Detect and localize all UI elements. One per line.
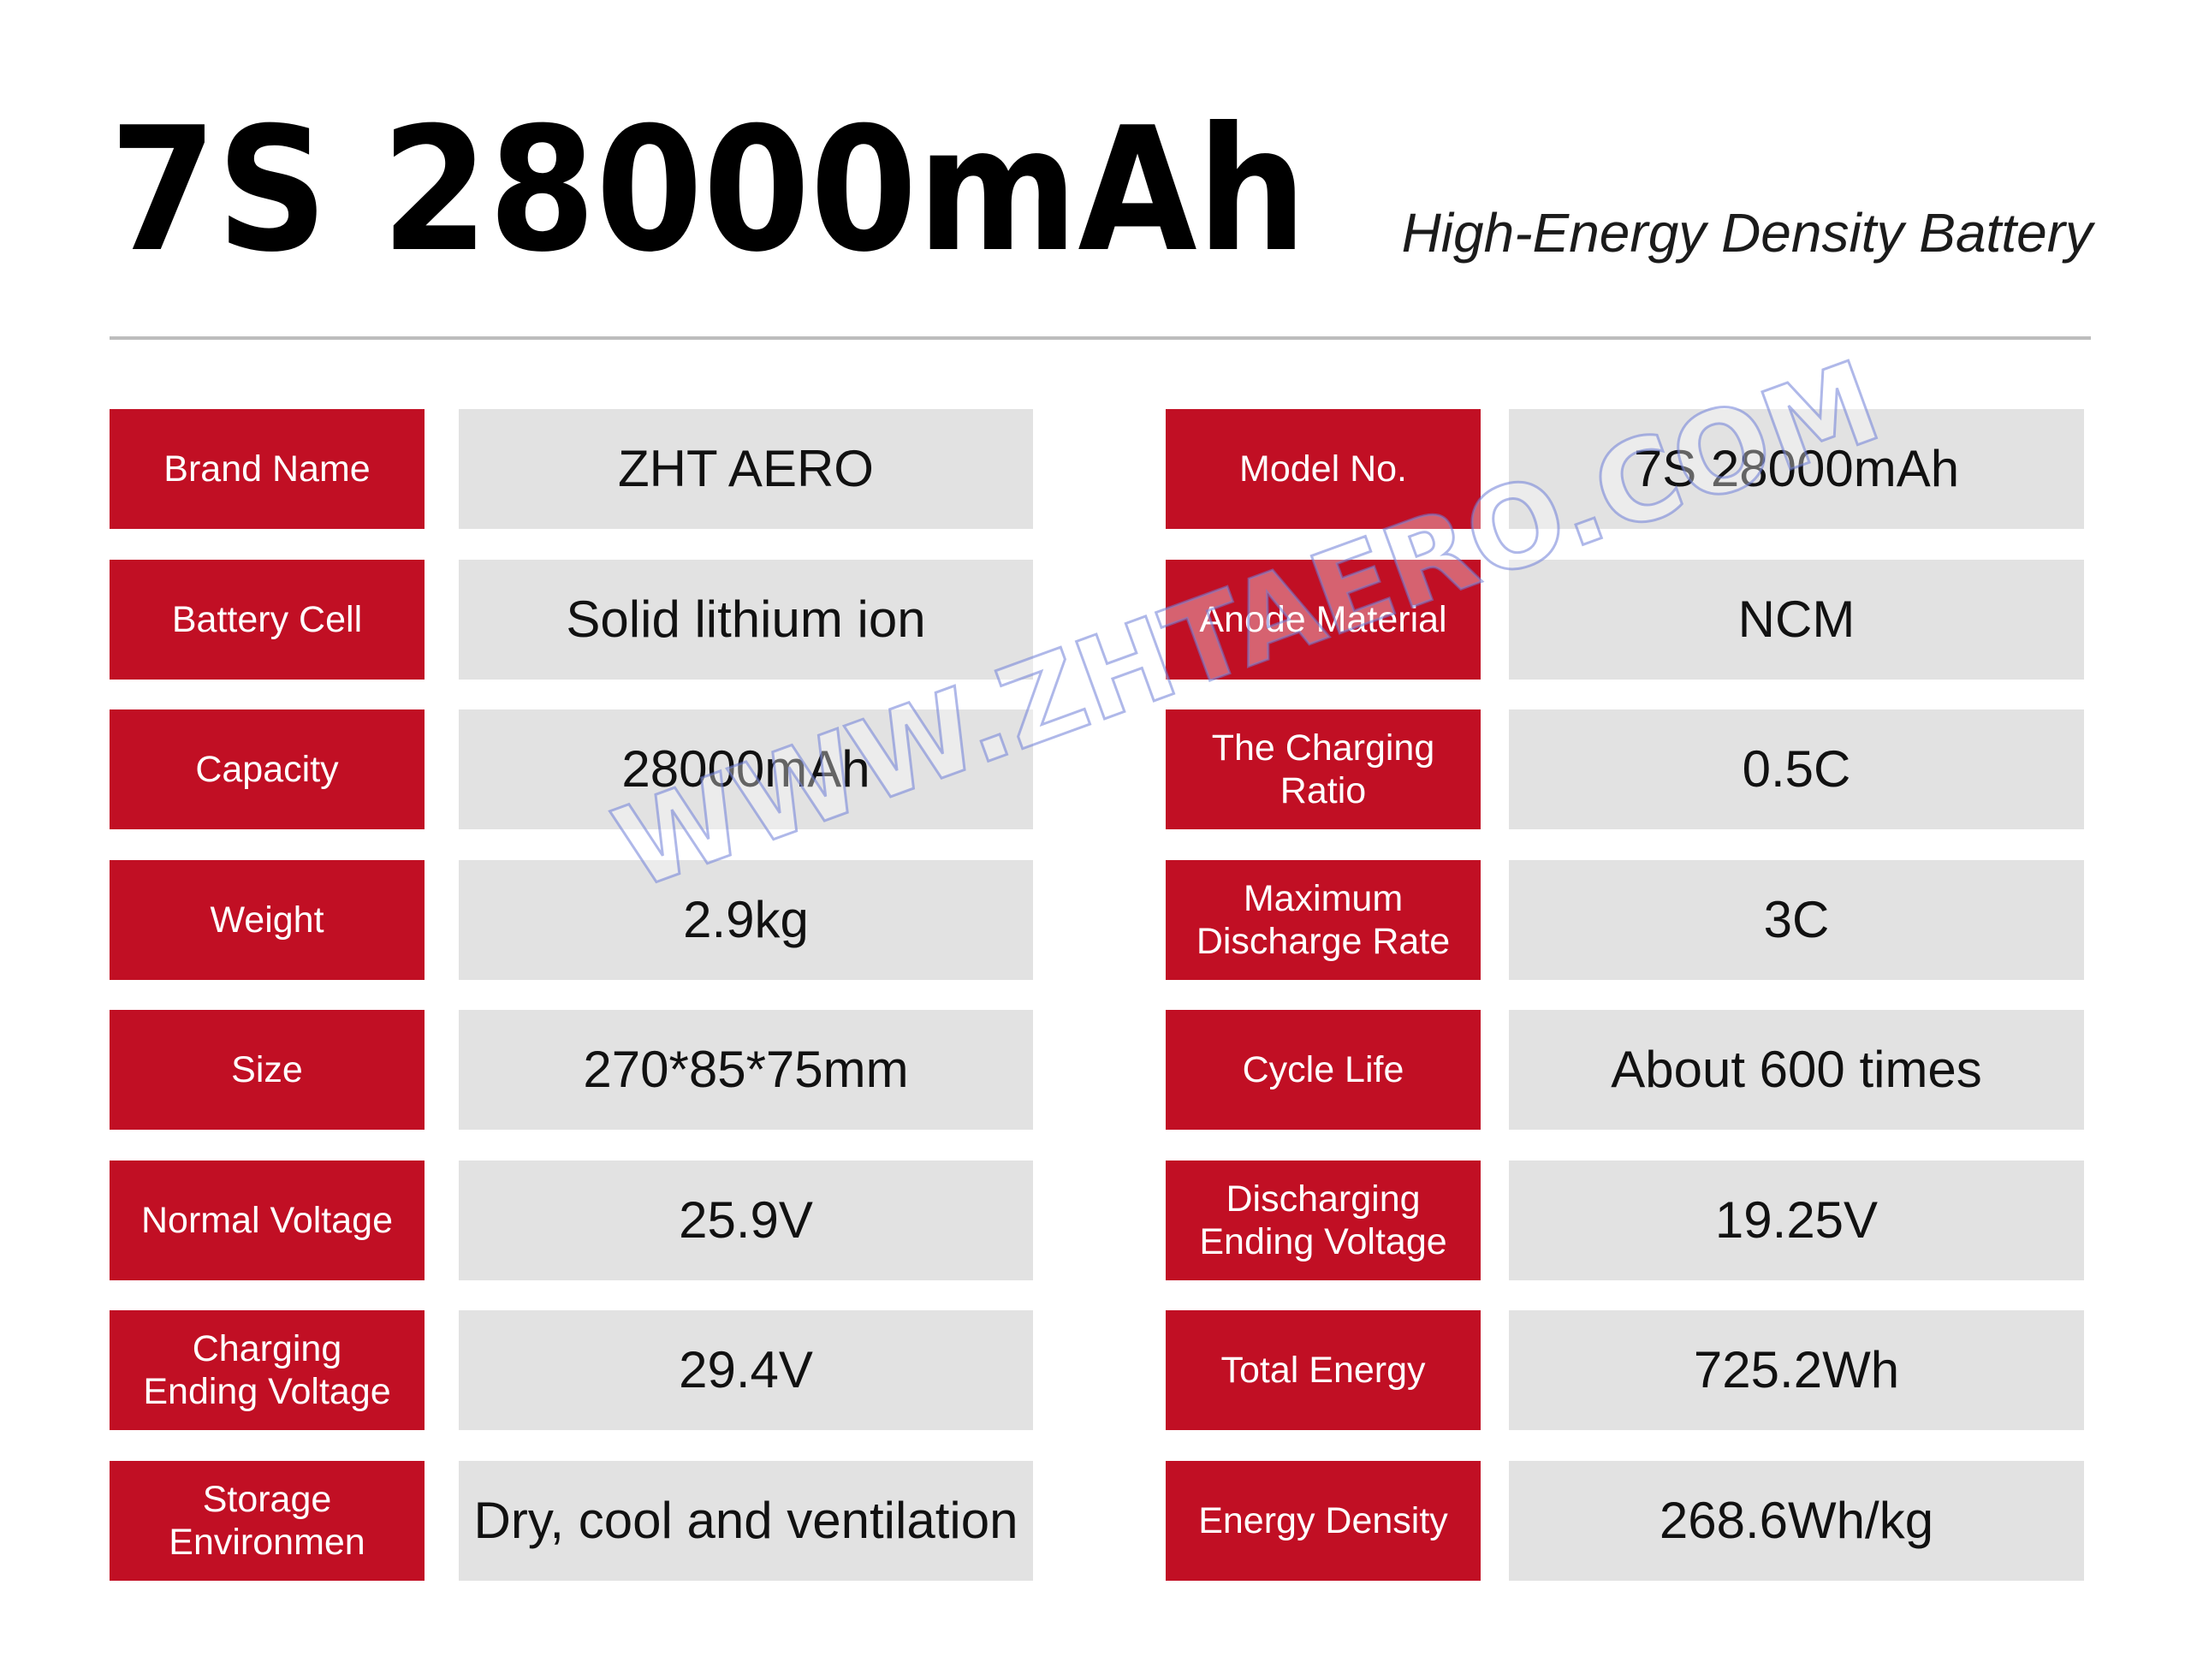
spec-value-text: 268.6Wh/kg (1659, 1492, 1934, 1549)
spec-label-text: Maximum Discharge Rate (1196, 878, 1451, 962)
spec-value-text: Dry, cool and ventilation (473, 1492, 1018, 1549)
spec-value: 2.9kg (459, 860, 1033, 980)
page-subtitle: High-Energy Density Battery (1401, 202, 2093, 264)
spec-label-text: Cycle Life (1242, 1049, 1404, 1090)
spec-label-text: Total Energy (1220, 1350, 1426, 1391)
spec-value-text: 2.9kg (683, 891, 809, 948)
spec-label: Energy Density (1166, 1461, 1481, 1581)
spec-value-text: About 600 times (1611, 1041, 1982, 1098)
spec-label-text: Normal Voltage (141, 1200, 393, 1241)
spec-value: About 600 times (1509, 1010, 2084, 1130)
header-divider (110, 336, 2091, 340)
spec-value-text: Solid lithium ion (566, 591, 926, 648)
spec-label: Discharging Ending Voltage (1166, 1161, 1481, 1280)
spec-value-text: 25.9V (679, 1191, 813, 1249)
spec-label-text: Model No. (1239, 448, 1407, 490)
spec-value: 7S 28000mAh (1509, 409, 2084, 529)
page-title: 7S 28000mAh (110, 91, 1307, 290)
spec-value: 28000mAh (459, 709, 1033, 829)
spec-value: 25.9V (459, 1161, 1033, 1280)
spec-label-text: Storage Environmen (169, 1479, 365, 1563)
spec-label-text: Brand Name (163, 448, 371, 490)
spec-label-text: Charging Ending Voltage (143, 1328, 391, 1412)
spec-label: Anode Material (1166, 560, 1481, 680)
spec-value-text: 725.2Wh (1693, 1341, 1900, 1398)
spec-value: 268.6Wh/kg (1509, 1461, 2084, 1581)
spec-label: Weight (110, 860, 425, 980)
spec-label: Size (110, 1010, 425, 1130)
spec-label-text: Discharging Ending Voltage (1199, 1178, 1447, 1262)
spec-label: Normal Voltage (110, 1161, 425, 1280)
spec-value-text: 19.25V (1714, 1191, 1879, 1249)
spec-value-text: 28000mAh (621, 740, 870, 798)
spec-value: 0.5C (1509, 709, 2084, 829)
spec-value-text: 270*85*75mm (583, 1041, 909, 1098)
spec-label: Total Energy (1166, 1310, 1481, 1430)
spec-label-text: Capacity (195, 749, 339, 790)
spec-label: Brand Name (110, 409, 425, 529)
spec-label: The Charging Ratio (1166, 709, 1481, 829)
spec-label: Maximum Discharge Rate (1166, 860, 1481, 980)
spec-value: NCM (1509, 560, 2084, 680)
spec-value: 19.25V (1509, 1161, 2084, 1280)
spec-value-text: 0.5C (1742, 740, 1851, 798)
spec-value-text: 7S 28000mAh (1633, 440, 1960, 497)
spec-value-text: 29.4V (679, 1341, 813, 1398)
spec-value: 29.4V (459, 1310, 1033, 1430)
spec-label: Storage Environmen (110, 1461, 425, 1581)
spec-value: Dry, cool and ventilation (459, 1461, 1033, 1581)
spec-value: 3C (1509, 860, 2084, 980)
spec-label-text: Energy Density (1198, 1500, 1448, 1541)
spec-value: 725.2Wh (1509, 1310, 2084, 1430)
spec-value-text: ZHT AERO (618, 440, 874, 497)
spec-label-text: Anode Material (1199, 599, 1447, 640)
spec-value: ZHT AERO (459, 409, 1033, 529)
spec-label-text: Size (231, 1049, 303, 1090)
spec-value-text: NCM (1737, 591, 1856, 648)
spec-label-text: Battery Cell (171, 599, 363, 640)
spec-label: Model No. (1166, 409, 1481, 529)
spec-value: Solid lithium ion (459, 560, 1033, 680)
spec-label-text: Weight (210, 899, 324, 941)
spec-label: Charging Ending Voltage (110, 1310, 425, 1430)
spec-label: Capacity (110, 709, 425, 829)
spec-label: Cycle Life (1166, 1010, 1481, 1130)
spec-label-text: The Charging Ratio (1211, 727, 1435, 811)
spec-value-text: 3C (1763, 891, 1830, 948)
spec-value: 270*85*75mm (459, 1010, 1033, 1130)
spec-label: Battery Cell (110, 560, 425, 680)
